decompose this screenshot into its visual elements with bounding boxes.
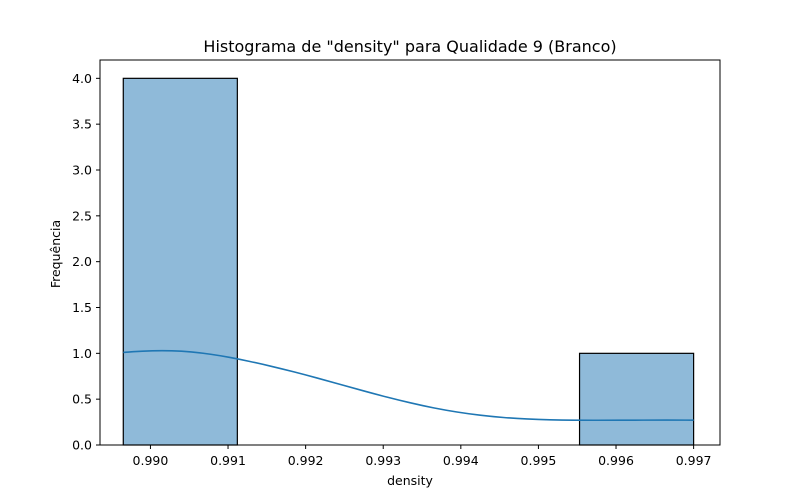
x-tick-label: 0.993 [365,453,401,468]
plot-frame [99,59,721,446]
x-tick-label: 0.994 [443,453,479,468]
y-axis-label: Frequência [48,220,63,288]
x-tick-label: 0.995 [521,453,557,468]
y-tick-label: 4.0 [72,71,92,86]
x-tick-label: 0.990 [133,453,169,468]
y-tick-label: 3.5 [72,117,92,132]
x-tick-label: 0.992 [288,453,324,468]
x-tick-label: 0.996 [598,453,634,468]
y-tick-label: 1.0 [72,346,92,361]
kde-line [123,349,694,422]
y-tick-label: 2.0 [72,254,92,269]
histogram-bar-0 [122,77,238,446]
y-tick-label: 0.0 [72,438,92,453]
y-tick-label: 1.5 [72,300,92,315]
plot-area: 0.990 0.991 0.992 0.993 0.994 0.995 0.996 0.997… [72,59,721,468]
histogram-bar-4 [578,352,695,446]
y-tick-label: 0.5 [72,392,92,407]
y-tick-label: 3.0 [72,163,92,178]
x-tick-label: 0.991 [210,453,246,468]
x-axis-label: density [387,473,433,488]
chart-title: Histograma de "density" para Qualidade 9… [203,37,616,56]
y-tick-label: 2.5 [72,208,92,223]
x-tick-label: 0.997 [676,453,712,468]
